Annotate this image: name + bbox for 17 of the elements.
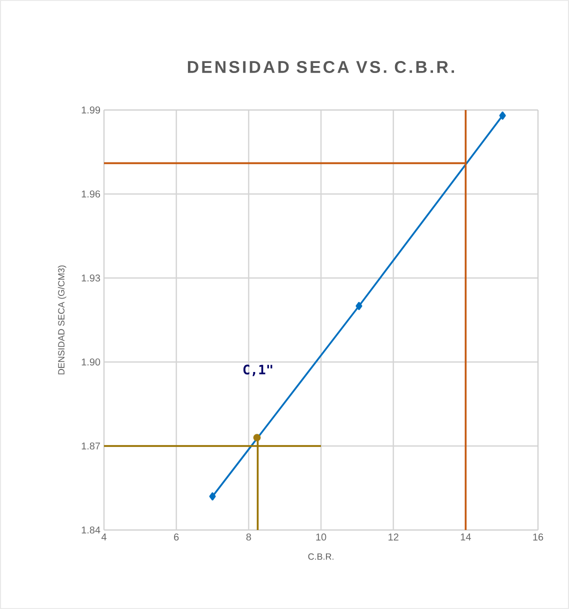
chart-title: DENSIDAD SECA VS. C.B.R. [188,61,454,73]
x-axis-title: C.B.R. [308,553,334,560]
x-tick-label: 6 [174,534,179,541]
y-tick-label: 1.99 [82,106,100,114]
x-tick-label: 8 [246,534,252,541]
y-tick-label: 1.96 [82,190,100,198]
x-tick-label: 4 [101,534,106,540]
y-axis-title: DENSIDAD SECA (G/CM3) [58,266,66,374]
x-tick-label: 16 [533,534,544,541]
x-tick-label: 10 [316,534,326,541]
x-tick-label: 14 [460,534,471,540]
y-tick-label: 1.93 [82,274,100,282]
x-tick-label: 12 [388,534,398,540]
y-tick-label: 1.87 [82,442,100,450]
y-tick-label: 1.84 [82,526,100,534]
y-tick-label: 1.90 [82,358,100,366]
annotation: C,1" [243,364,272,376]
